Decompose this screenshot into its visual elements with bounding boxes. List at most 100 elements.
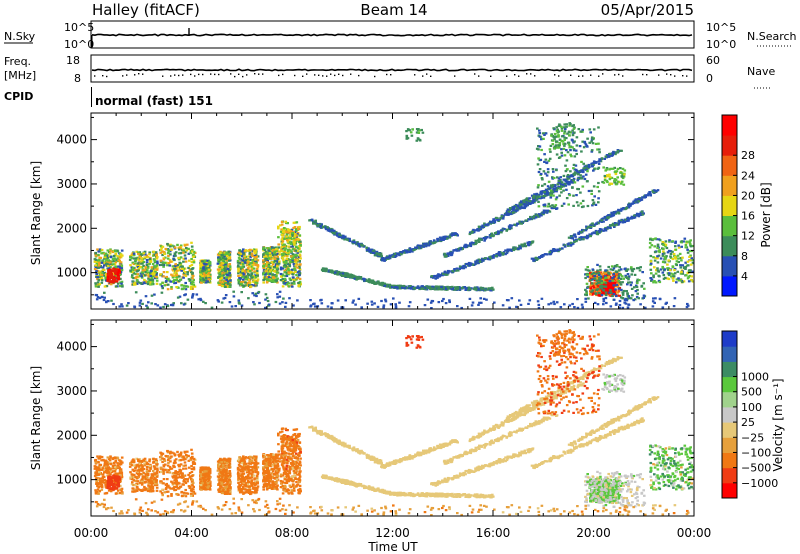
scatter-cell xyxy=(199,265,202,268)
scatter-cell xyxy=(637,200,640,203)
scatter-cell xyxy=(222,269,226,272)
scatter-cell xyxy=(589,131,592,134)
scatter-cell xyxy=(202,264,205,267)
scatter-cell xyxy=(604,155,608,158)
scatter-cell xyxy=(296,231,300,235)
scatter-cell xyxy=(290,282,293,285)
scatter-cell xyxy=(576,179,580,182)
scatter-cell xyxy=(573,171,577,174)
scatter-cell xyxy=(470,231,474,234)
scatter-cell xyxy=(188,269,192,272)
scatter-cell xyxy=(96,276,99,279)
scatter-cell xyxy=(545,192,549,195)
scatter-cell xyxy=(154,267,157,270)
scatter-cell xyxy=(249,258,252,261)
scatter-cell xyxy=(244,275,248,278)
scatter-cell xyxy=(480,238,483,241)
scatter-cell xyxy=(590,140,593,143)
scatter-cell xyxy=(571,237,575,240)
scatter-cell xyxy=(287,253,290,256)
scatter-cell xyxy=(256,264,260,267)
scatter-cell xyxy=(543,183,547,186)
scatter-cell xyxy=(262,266,265,269)
scatter-cell xyxy=(167,277,170,280)
scatter-cell xyxy=(281,253,285,257)
scatter-cell xyxy=(559,247,562,251)
scatter-cell xyxy=(284,301,288,304)
scatter-cell xyxy=(558,194,561,197)
scatter-cell xyxy=(603,176,607,179)
scatter-cell xyxy=(544,172,547,175)
scatter-cell xyxy=(324,225,327,228)
scatter-cell xyxy=(150,294,154,297)
scatter-cell xyxy=(358,277,362,280)
scatter-cell xyxy=(117,275,120,278)
scatter-cell xyxy=(606,216,609,219)
scatter-cell xyxy=(520,203,523,206)
scatter-cell xyxy=(556,187,560,190)
scatter-cell xyxy=(298,274,301,277)
scatter-cell xyxy=(541,195,544,198)
scatter-cell xyxy=(98,264,101,267)
scatter-cell xyxy=(295,245,298,248)
scatter-cell xyxy=(280,242,284,245)
scatter-cell xyxy=(106,249,110,252)
scatter-cell xyxy=(159,263,163,266)
scatter-cell xyxy=(236,259,240,262)
scatter-cell xyxy=(415,246,419,249)
scatter-cell xyxy=(161,245,165,248)
scatter-cell xyxy=(134,262,137,265)
scatter-cell xyxy=(435,275,439,279)
scatter-cell xyxy=(197,298,200,301)
scatter-cell xyxy=(202,267,205,270)
scatter-cell xyxy=(269,257,273,261)
scatter-cell xyxy=(554,204,558,207)
scatter-cell xyxy=(201,270,204,273)
scatter-cell xyxy=(569,241,573,244)
scatter-cell xyxy=(325,228,328,231)
scatter-cell xyxy=(456,286,460,289)
scatter-cell xyxy=(613,222,617,225)
scatter-cell xyxy=(149,269,153,273)
scatter-cell xyxy=(109,248,112,251)
scatter-cell xyxy=(217,276,221,279)
scatter-cell xyxy=(438,236,442,239)
scatter-cell xyxy=(179,244,183,247)
scatter-cell xyxy=(627,219,630,222)
scatter-cell xyxy=(545,174,549,177)
scatter-cell xyxy=(148,279,152,282)
scatter-cell xyxy=(383,259,386,262)
scatter-cell xyxy=(254,257,258,260)
scatter-cell xyxy=(98,248,102,251)
scatter-cell xyxy=(578,236,582,239)
scatter-cell xyxy=(549,189,553,192)
scatter-cell xyxy=(555,196,559,199)
scatter-cell xyxy=(175,276,179,279)
scatter-cell xyxy=(552,170,555,173)
scatter-cell xyxy=(356,276,359,279)
scatter-cell xyxy=(255,261,258,264)
scatter-cell xyxy=(349,276,352,279)
scatter-cell xyxy=(574,235,577,238)
scatter-cell xyxy=(134,276,137,280)
scatter-cell xyxy=(431,242,435,245)
scatter-cell xyxy=(640,198,644,201)
scatter-cell xyxy=(287,245,290,248)
scatter-cell xyxy=(418,138,422,141)
scatter-cell xyxy=(565,125,568,128)
scatter-cell xyxy=(107,259,110,262)
scatter-cell xyxy=(308,219,311,222)
scatter-cell xyxy=(249,255,252,258)
scatter-cell xyxy=(375,252,379,255)
scatter-cell xyxy=(367,280,370,283)
scatter-cell xyxy=(541,191,544,194)
scatter-cell xyxy=(292,304,295,307)
scatter-cell xyxy=(506,208,510,211)
scatter-cell xyxy=(495,216,498,219)
scatter-cell xyxy=(164,256,167,259)
scatter-cell xyxy=(155,268,159,271)
scatter-cell xyxy=(282,229,285,232)
scatter-cell xyxy=(438,275,441,278)
scatter-cell xyxy=(267,265,271,268)
scatter-cell xyxy=(538,129,541,132)
